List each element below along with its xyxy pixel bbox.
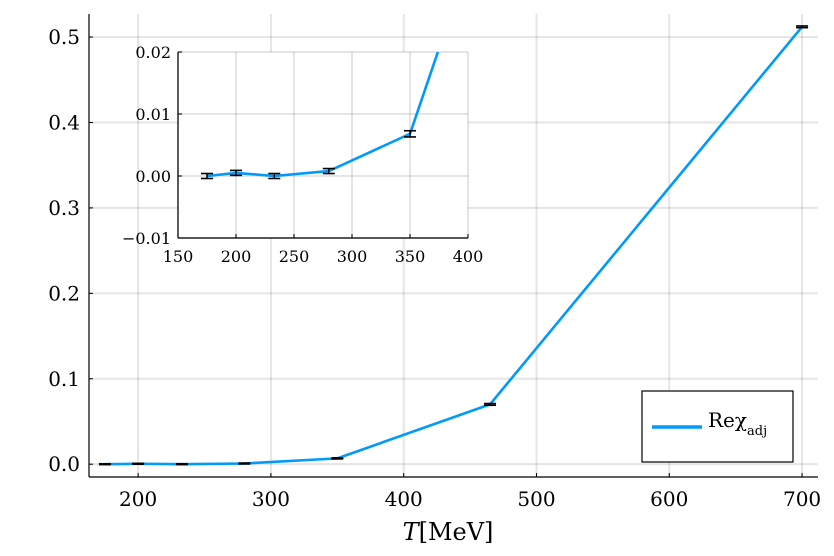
x-axis-label: T[MeV] bbox=[403, 518, 494, 546]
legend-label-main: Reχ bbox=[708, 408, 747, 432]
x-axis-symbol: T bbox=[403, 518, 421, 546]
inset-y-tick-label-0: −0.01 bbox=[122, 229, 171, 248]
main-x-tick-label-500: 500 bbox=[517, 487, 555, 511]
legend-label-sub: adj bbox=[747, 424, 767, 439]
inset-x-tick-label-250: 250 bbox=[279, 247, 310, 266]
main-error-bar-1 bbox=[132, 462, 145, 465]
main-y-tick-label-1: 0.1 bbox=[48, 367, 80, 391]
main-x-tick-label-300: 300 bbox=[252, 487, 290, 511]
main-error-bar-5 bbox=[484, 402, 497, 407]
main-x-tick-label-200: 200 bbox=[119, 487, 157, 511]
inset-x-tick-label-350: 350 bbox=[395, 247, 426, 266]
main-x-tick-label-700: 700 bbox=[783, 487, 821, 511]
main-error-bar-4 bbox=[331, 457, 344, 460]
inset-x-tick-label-400: 400 bbox=[453, 247, 484, 266]
main-axes bbox=[88, 14, 818, 478]
inset-y-tick-label-3: 0.02 bbox=[135, 43, 171, 62]
legend: Reχadj bbox=[641, 390, 794, 463]
inset-x-tick-label-200: 200 bbox=[221, 247, 252, 266]
legend-label: Reχadj bbox=[708, 408, 767, 439]
main-y-tick-label-0: 0.0 bbox=[48, 452, 80, 476]
inset-y-tick-label-2: 0.01 bbox=[135, 105, 171, 124]
inset-error-bar-3 bbox=[322, 167, 335, 175]
inset-y-tick-label-1: 0.00 bbox=[135, 167, 171, 186]
inset-error-bars bbox=[201, 129, 416, 180]
inset-error-bar-4 bbox=[404, 129, 416, 138]
inset-error-bar-1 bbox=[230, 169, 242, 177]
inset-x-tick-label-300: 300 bbox=[337, 247, 368, 266]
main-y-tick-labels: 0.0 0.1 0.2 0.3 0.4 0.5 bbox=[48, 25, 80, 476]
main-y-tick-label-4: 0.4 bbox=[48, 110, 80, 134]
main-error-bar-6 bbox=[796, 25, 809, 29]
main-y-tick-label-3: 0.3 bbox=[48, 196, 80, 220]
main-x-tick-label-400: 400 bbox=[385, 487, 423, 511]
inset-background bbox=[178, 52, 468, 238]
inset-error-bar-0 bbox=[201, 172, 213, 180]
main-error-bar-3 bbox=[238, 462, 251, 465]
inset-error-bar-2 bbox=[268, 172, 281, 180]
main-y-tick-label-5: 0.5 bbox=[48, 25, 80, 49]
inset-series bbox=[206, 52, 440, 178]
main-error-bars bbox=[98, 25, 809, 466]
x-axis-unit: [MeV] bbox=[419, 518, 494, 546]
inset-axes bbox=[177, 51, 469, 239]
main-x-tick-label-600: 600 bbox=[650, 487, 688, 511]
inset-x-tick-labels: 150 200 250 300 350 400 bbox=[163, 247, 484, 266]
inset: 150 200 250 300 350 400 −0.01 0.00 0.01 0.02 bbox=[122, 43, 484, 266]
main-x-tick-labels: 200 300 400 500 600 700 bbox=[119, 487, 821, 511]
main-error-bar-0 bbox=[98, 462, 111, 466]
main-y-tick-label-2: 0.2 bbox=[48, 281, 80, 305]
inset-y-tick-labels: −0.01 0.00 0.01 0.02 bbox=[122, 43, 171, 248]
main-error-bar-2 bbox=[175, 462, 188, 466]
inset-x-tick-label-150: 150 bbox=[163, 247, 194, 266]
inset-series-line bbox=[206, 52, 440, 178]
